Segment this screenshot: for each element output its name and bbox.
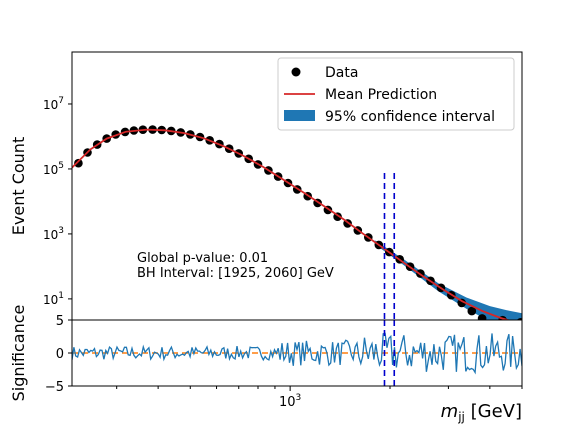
data-point-40 — [467, 306, 477, 316]
tick-exponent: 5 — [58, 161, 64, 171]
significance-series-layer — [72, 332, 522, 375]
bottom-y-tick-label-1: 0 — [56, 347, 64, 362]
data-point-0 — [74, 158, 83, 168]
legend-frame — [277, 57, 515, 131]
bottom-y-tick-label-0: 5 — [56, 314, 64, 329]
tick-exponent: 3 — [58, 226, 64, 236]
top-y-tick-label-7: 107 — [43, 96, 64, 112]
legend-data-marker — [291, 67, 301, 77]
top-y-tick-label-3: 103 — [43, 226, 64, 242]
bh-interval-lines-bottom — [383, 320, 396, 386]
data-point-42 — [488, 320, 497, 329]
legend: Data Mean Prediction 95% confidence inte… — [277, 57, 515, 131]
legend-label-data: Data — [325, 65, 358, 81]
tick-base: 10 — [43, 163, 58, 177]
tick-base: 10 — [279, 395, 296, 410]
data-point-45 — [516, 318, 522, 320]
tick-exponent: 1 — [58, 291, 64, 301]
confidence-band — [374, 240, 522, 320]
bottom-y-tick-label-2: −5 — [45, 380, 64, 395]
annotation-p-value: Global p-value: 0.01 — [137, 251, 268, 266]
tick-base: 10 — [43, 98, 58, 112]
legend-label-ci: 95% confidence interval — [325, 109, 495, 125]
data-point-41 — [477, 314, 487, 320]
confidence-band-layer — [374, 240, 522, 320]
bottom-y-axis-label: Significance — [9, 305, 28, 402]
top-y-tick-label-1: 101 — [43, 291, 64, 307]
tick-base: 10 — [43, 228, 58, 242]
legend-ci-swatch — [284, 110, 315, 121]
x-axis-label-sub: jj — [457, 410, 465, 424]
x-axis-label: mjj [GeV] — [441, 401, 522, 424]
tick-exponent: 3 — [296, 393, 302, 403]
bottom-y-ticks: 5 0 −5 — [45, 314, 72, 395]
significance-line — [72, 332, 522, 375]
annotation-bh-interval: BH Interval: [1925, 2060] GeV — [137, 266, 334, 281]
x-major-tick-label: 103 — [279, 393, 301, 410]
bottom-panel: 5 0 −5 Significance — [9, 305, 523, 402]
tick-base: 10 — [43, 293, 58, 307]
tick-exponent: 7 — [58, 96, 64, 106]
mean-prediction-layer — [72, 128, 511, 320]
x-axis-label-unit: [GeV] — [465, 401, 522, 422]
data-point-39 — [457, 298, 467, 308]
bh-interval-lines-top — [383, 173, 396, 320]
x-ticks: 103 — [116, 386, 523, 410]
top-y-tick-label-5: 105 — [43, 161, 64, 177]
x-axis-label-main: m — [441, 401, 459, 422]
data-point-44 — [509, 323, 518, 332]
legend-label-mean: Mean Prediction — [325, 87, 437, 103]
mean-prediction-line — [72, 128, 511, 320]
top-y-axis-label: Event Count — [9, 137, 28, 235]
